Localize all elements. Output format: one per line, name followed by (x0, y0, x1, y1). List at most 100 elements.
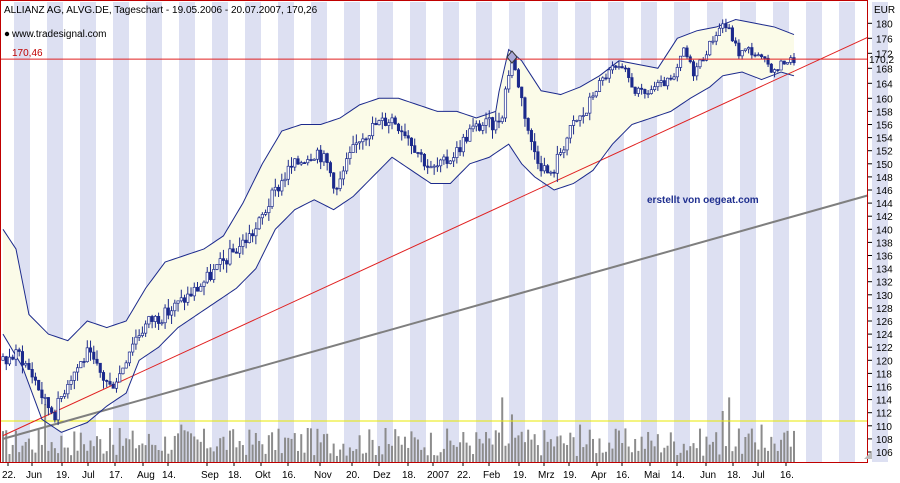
volume-bar (540, 455, 543, 462)
volume-bar (2, 431, 4, 462)
candle-body (179, 297, 183, 302)
candle-body (452, 157, 456, 162)
candle-body (789, 57, 793, 63)
volume-bar (669, 432, 672, 462)
volume-bar (131, 430, 134, 462)
candle-body (312, 158, 316, 161)
y-tick-label: 160 (876, 94, 893, 105)
volume-bar (70, 455, 73, 462)
candle-body (636, 87, 640, 94)
candle-body (289, 165, 294, 168)
candle-body (597, 80, 602, 92)
y-tick-label: 132 (876, 278, 893, 289)
volume-bar (99, 439, 102, 462)
volume-bar (455, 446, 458, 462)
candle-body (63, 393, 67, 397)
volume-bar (322, 434, 325, 462)
volume-bar (177, 433, 180, 462)
candle-body (121, 367, 125, 375)
candle-body (17, 349, 21, 352)
date-axis: 22. Jun 19. Jul 17. Aug 14. Sep 18. Okt 16. Nov 20. D… (2, 462, 794, 481)
candle-body (782, 60, 786, 65)
volume-bar (767, 450, 770, 462)
plot-border (0, 0, 868, 463)
volume-bar (783, 432, 786, 462)
candle-body (539, 163, 543, 172)
y-tick-label: 136 (876, 252, 893, 263)
volume-bar (219, 438, 222, 462)
volume-bar (277, 428, 280, 462)
y-tick-label: 172 (876, 49, 893, 60)
volume-bar (773, 443, 776, 462)
volume-bar (770, 436, 773, 462)
volume-bar (254, 432, 257, 462)
y-tick-label: 150 (876, 160, 893, 171)
candle-body (653, 86, 657, 91)
volume-bar (284, 437, 287, 462)
volume-bar (313, 455, 316, 462)
candle-body (604, 77, 608, 80)
x-tick-label: Apr (591, 470, 607, 481)
candle-body (364, 138, 368, 141)
candle-body (484, 118, 488, 126)
volume-bar (575, 455, 578, 462)
volume-bar (711, 441, 714, 462)
volume-bar (196, 439, 199, 462)
volume-bar (760, 424, 763, 462)
candle-body (82, 361, 86, 363)
candle-body (173, 302, 177, 312)
candle-body (380, 117, 384, 121)
x-tick-label: 19. (563, 470, 577, 481)
resize-grip[interactable] (864, 451, 872, 459)
volume-bar (147, 433, 150, 462)
candle-body (7, 356, 12, 365)
volume-bar (134, 448, 137, 462)
last-price-tag: 170,2 (869, 55, 894, 66)
candle-body (218, 258, 222, 265)
candle-body (568, 125, 572, 139)
candle-body (4, 356, 8, 365)
candle-body (33, 376, 37, 381)
candle-body (477, 123, 482, 131)
y-tick-label: 134 (876, 265, 893, 276)
volume-bar (481, 443, 484, 462)
volume-bar (611, 448, 614, 462)
volume-bar (517, 435, 520, 462)
volume-bar (621, 442, 624, 462)
candle-body (244, 239, 248, 244)
volume-bar (387, 444, 390, 462)
candle-body (306, 159, 310, 164)
volume-bar (368, 429, 371, 462)
x-tick-label: Nov (314, 470, 332, 481)
x-tick-label: 22. (457, 470, 471, 481)
volume-bar (241, 445, 244, 462)
volume-bar (650, 440, 653, 462)
y-tick-label: 114 (876, 396, 892, 407)
y-tick-label: 138 (876, 238, 893, 249)
candle-body (533, 141, 537, 153)
volume-bar (89, 440, 92, 462)
x-tick-label: Aug (137, 470, 155, 481)
stripe (311, 2, 327, 462)
candle-body (40, 389, 44, 399)
candle-body (565, 137, 569, 151)
candle-body (481, 125, 485, 131)
volume-bar (245, 454, 248, 462)
volume-bar (164, 436, 167, 462)
volume-bar (776, 450, 779, 462)
candle-body (98, 362, 102, 373)
volume-bar (8, 454, 11, 462)
volume-bar (543, 430, 546, 462)
candle-body (118, 373, 122, 383)
volume-bar (105, 451, 108, 462)
candle-body (24, 363, 28, 366)
candle-body (465, 136, 469, 142)
background-stripes (14, 2, 888, 462)
candle-body (14, 349, 18, 360)
volume-bar (442, 448, 445, 462)
candle-body (393, 117, 397, 125)
volume-bar (40, 444, 43, 462)
candle-body (471, 125, 475, 130)
volume-bar (718, 454, 721, 462)
